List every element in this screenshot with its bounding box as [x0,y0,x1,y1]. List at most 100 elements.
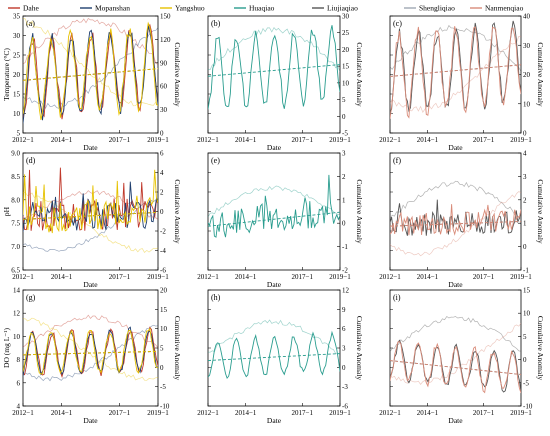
y2-tick-label: 30 [160,106,168,114]
x-tick-label: 2017−1 [109,409,131,417]
trend-line-huaqiao [208,353,340,361]
x-tick-label: 2019−1 [147,273,169,281]
anomaly-line-nanmenqiao [390,322,521,385]
y2-tick-label: 25 [342,29,350,37]
x-tick-label: 2014−1 [417,273,439,281]
series-line-huaqiao [208,25,340,110]
y-tick-label: 8 [17,356,21,364]
y2-tick-label: 0 [160,364,164,372]
anomaly-line-huaqiao [208,319,340,355]
cumulative-anomaly-label: Cumulative Anomaly [536,179,545,244]
panel-label: (f) [393,156,401,165]
y2-tick-label: -2 [342,267,348,275]
x-tick-label: 2019−1 [329,273,351,281]
x-axis-label: Date [267,416,282,425]
x-tick-label: 2017−1 [473,273,495,281]
y2-tick-label: 20 [160,287,168,295]
y2-tick-label: -10 [160,403,170,411]
y-tick-label: 35 [13,13,21,21]
y2-tick-label: 1 [523,220,527,228]
x-tick-label: 2014−1 [51,273,73,281]
cumulative-anomaly-label: Cumulative Anomaly [536,316,545,381]
y2-tick-label: 0 [523,130,527,138]
series-line-nanmenqiao [390,26,521,119]
y2-tick-label: 5 [342,96,346,104]
panel-g: (g) 4 6 8 10 12 14 DO (mg L⁻¹) -10 -5 0 5 10 15 20 Cumu… [2,287,182,426]
y2-tick-label: 15 [342,63,350,71]
anomaly-line-dahe [23,18,158,65]
y2-tick-label: 3 [523,173,527,181]
y-tick-label: 15 [13,91,21,99]
y2-tick-label: 90 [160,59,168,67]
anomaly-line-yangshuo [23,317,158,381]
y-tick-label: 12 [13,310,21,318]
y2-tick-label: 0 [160,208,164,216]
x-tick-label: 2019−1 [147,136,169,144]
cumulative-anomaly-label: Cumulative Anomaly [173,42,182,107]
y2-tick-label: -3 [342,383,348,391]
x-axis-label: Date [267,143,282,152]
panel-e: (e) -2 -1 0 1 2 3 Cumulative Anomaly 2012−1 2014−… [197,150,364,290]
x-tick-label: 2017−1 [109,273,131,281]
y2-tick-label: 10 [523,310,531,318]
y-tick-label: 25 [13,52,21,60]
legend-label-mopanshan: Mopanshan [95,4,130,13]
x-tick-label: 2014−1 [235,273,257,281]
series-line-yangshuo [23,21,158,120]
x-tick-label: 2019−1 [510,273,532,281]
legend-label-nanmenqiao: Nanmenqiao [485,4,524,13]
plot-area [23,18,158,124]
panel-c: (c) 0 10 20 30 40 Cumulative Anomaly 2012−1 2014… [379,13,545,153]
plot-area [208,25,340,110]
y2-tick-label: 0 [523,356,527,364]
y2-tick-label: -5 [160,383,166,391]
x-tick-label: 2017−1 [109,136,131,144]
x-tick-label: 2019−1 [147,409,169,417]
cumulative-anomaly-label: Cumulative Anomaly [355,42,364,107]
plot-area [23,314,158,382]
x-tick-label: 2012−1 [379,273,401,281]
x-tick-label: 2019−1 [510,136,532,144]
x-tick-label: 2012−1 [197,273,219,281]
panel-f: (f) -1 0 1 2 3 4 Cumulative Anomaly 2012−1 2014−1… [379,150,545,290]
y2-tick-label: 0 [342,113,346,121]
y2-tick-label: 1 [342,196,346,204]
x-tick-label: 2014−1 [235,136,257,144]
cumulative-anomaly-label: Cumulative Anomaly [355,179,364,244]
y2-tick-label: 40 [523,13,531,21]
x-tick-label: 2014−1 [235,409,257,417]
panel-label: (g) [26,293,36,302]
series-line-dahe [23,326,158,379]
y2-tick-label: -5 [523,379,529,387]
trend-line-nanmenqiao [390,360,521,375]
y2-tick-label: 30 [523,42,531,50]
y2-tick-label: -6 [160,267,166,275]
series-line-huaqiao [208,174,340,238]
y-tick-label: 30 [13,32,21,40]
y2-tick-label: 10 [523,100,531,108]
panel-label: (a) [26,19,35,28]
y-tick-label: 10 [13,333,21,341]
trend-line-huaqiao [208,64,340,77]
plot-area [208,174,340,238]
anomaly-line-yangshuo [23,191,158,253]
y2-tick-label: 20 [342,46,350,54]
y2-tick-label: 0 [342,220,346,228]
trend-line-nanmenqiao [390,64,521,77]
cumulative-anomaly-label: Cumulative Anomaly [173,316,182,381]
trend-line-nanmenqiao [390,220,521,227]
y2-tick-label: -5 [342,130,348,138]
panel-b: (b) -5 0 5 10 15 20 25 30 Cumulative Anomaly 2012−… [197,13,364,153]
series-line-huaqiao [208,330,340,380]
y2-tick-label: 150 [160,13,171,21]
y-tick-label: 8.5 [11,173,20,181]
legend-label-shengliqiao: Shengliqiao [419,4,455,13]
x-axis-label: Date [83,143,98,152]
trend-line-yangshuo [23,211,158,220]
series-line-mopanshan [23,25,158,124]
plot-frame [22,289,159,407]
anomaly-line-nanmenqiao [390,191,521,257]
y-tick-label: 8.0 [11,196,20,204]
y2-tick-label: 5 [160,345,164,353]
